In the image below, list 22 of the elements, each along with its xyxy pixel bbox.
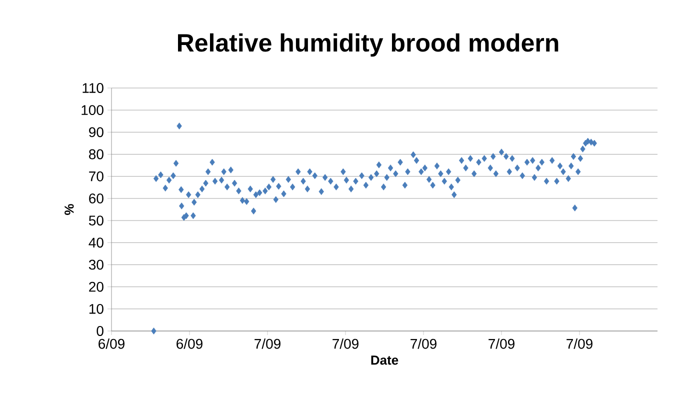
y-tick-label: 90 <box>89 127 104 138</box>
x-tick-label: 7/09 <box>566 338 592 349</box>
x-tick-label: 7/09 <box>332 338 358 349</box>
y-tick-label: 70 <box>89 171 104 182</box>
y-tick-label: 110 <box>82 83 104 93</box>
x-tick-label: 7/09 <box>254 338 280 349</box>
y-tick-label: 80 <box>89 149 104 160</box>
y-tick-label: 60 <box>89 193 104 204</box>
x-tick-label: 6/09 <box>98 338 124 349</box>
x-tick-label: 7/09 <box>488 338 514 349</box>
y-tick-label: 10 <box>89 304 104 314</box>
chart-title: Relative humidity brood modern <box>178 33 558 57</box>
x-axis-title: Date <box>371 356 398 365</box>
y-tick-label: 20 <box>89 282 104 292</box>
y-tick-label: 40 <box>88 238 104 248</box>
x-tick-label: 7/09 <box>410 338 436 349</box>
y-tick-label: 30 <box>88 260 104 270</box>
y-axis-title: % <box>64 204 74 215</box>
y-tick-label: 50 <box>88 216 104 226</box>
y-tick-label: 100 <box>82 105 104 116</box>
x-tick-label: 6/09 <box>176 338 202 349</box>
y-tick-label: 0 <box>96 326 104 336</box>
